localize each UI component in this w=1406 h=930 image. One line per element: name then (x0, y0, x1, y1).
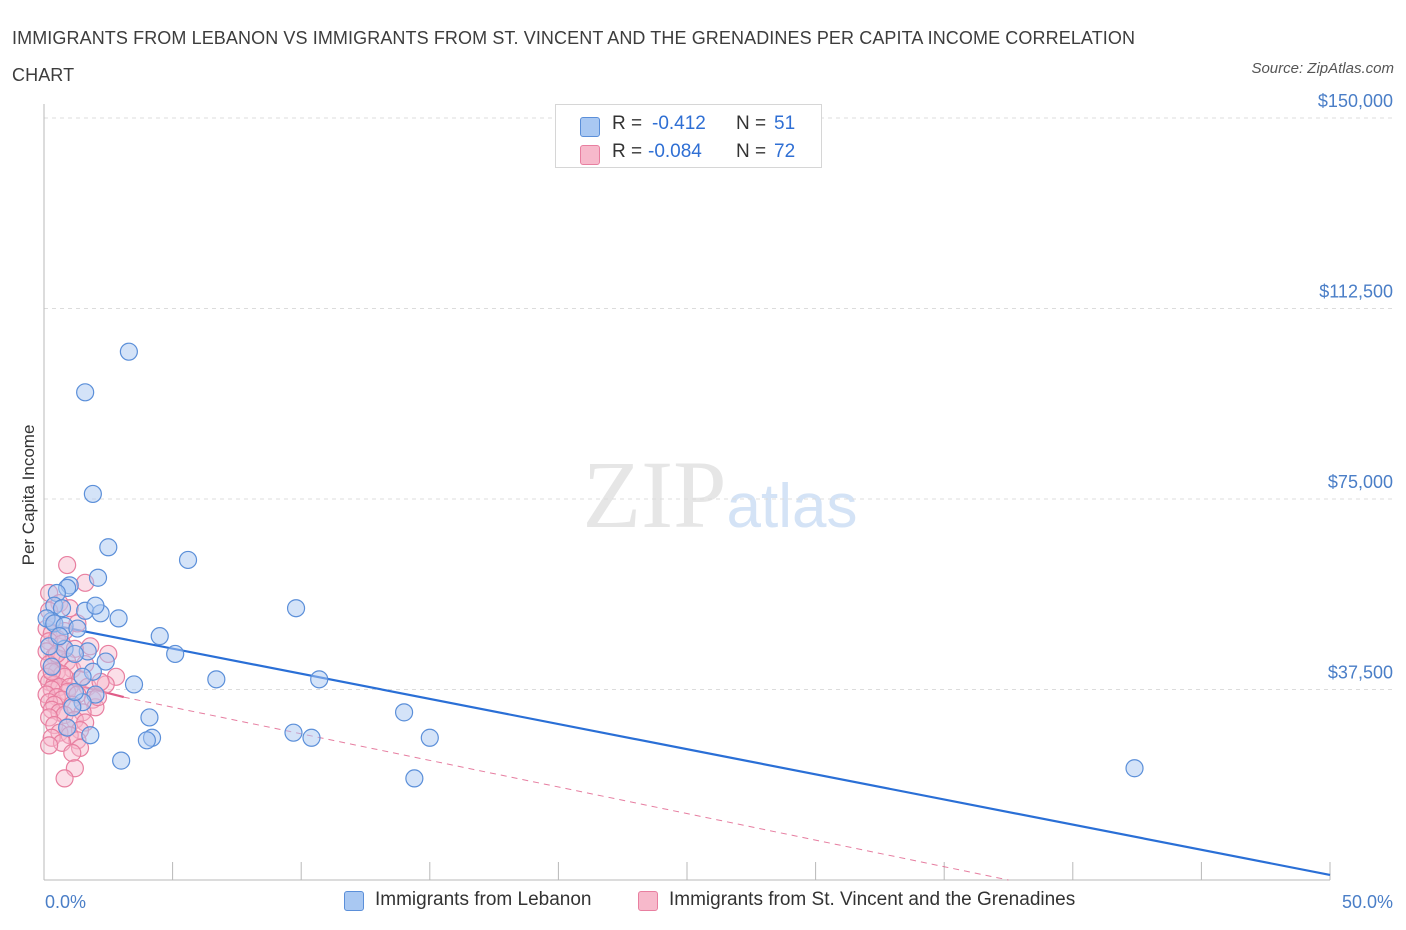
lebanon-point (42, 657, 61, 676)
st-vincent-swatch (580, 145, 600, 165)
lebanon-point (178, 550, 198, 570)
y-tick-label: $150,000 (1318, 91, 1393, 111)
lebanon-point (420, 728, 439, 747)
lebanon-point (96, 652, 115, 671)
correlation-legend: R = -0.412 N = 51 R = -0.084 N = 72 (555, 104, 822, 168)
y-tick-label: $112,500 (1319, 282, 1393, 302)
lebanon-point (150, 627, 169, 646)
st-vincent-legend-swatch (638, 891, 658, 911)
lebanon-point (394, 703, 414, 722)
lebanon-point (124, 675, 144, 694)
st-vincent-point (63, 743, 82, 763)
n-label: N = (736, 113, 767, 134)
st-vincent-legend-label: Immigrants from St. Vincent and the Gren… (669, 889, 1076, 910)
trend-lines (43, 622, 1331, 881)
y-tick-label: $37,500 (1328, 663, 1393, 683)
lebanon-point (65, 644, 84, 664)
axis-labels: $37,500 $75,000 $112,500 $150,000 0.0% 50.0% P… (19, 91, 1393, 912)
lebanon-point (52, 599, 72, 618)
st-vincent-point (40, 736, 59, 755)
lebanon-point (119, 342, 138, 361)
r-value: -0.412 (652, 113, 706, 134)
lebanon-point (99, 538, 118, 557)
watermark: ZIPatlas (583, 441, 858, 548)
lebanon-point (76, 383, 95, 402)
gridlines (44, 117, 1395, 690)
n-value: 51 (774, 113, 796, 134)
y-tick-label: $75,000 (1328, 472, 1393, 492)
lebanon-point (63, 698, 82, 717)
n-value: 72 (774, 141, 796, 162)
lebanon-point (109, 609, 128, 628)
r-label: R = (612, 141, 643, 162)
lebanon-swatch (580, 117, 600, 137)
lebanon-point (112, 751, 131, 770)
lebanon-point (207, 670, 226, 689)
chart-title: IMMIGRANTS FROM LEBANON VS IMMIGRANTS FR… (12, 28, 1136, 85)
lebanon-legend-label: Immigrants from Lebanon (375, 889, 592, 910)
lebanon-point (88, 568, 108, 587)
st-vincent-point (58, 555, 77, 575)
lebanon-point (137, 731, 156, 750)
lebanon-point (81, 726, 100, 745)
lebanon-point (284, 723, 303, 742)
x-tick-label: 50.0% (1342, 892, 1393, 912)
st-vincent-point (55, 769, 74, 788)
lebanon-point (1125, 759, 1144, 778)
lebanon-point (65, 682, 84, 702)
lebanon-point (58, 718, 77, 737)
lebanon-point (68, 619, 87, 638)
y-axis-title: Per Capita Income (19, 425, 38, 566)
lebanon-point (50, 627, 69, 646)
axes (43, 104, 1331, 881)
lebanon-point (83, 484, 102, 504)
lebanon-point (140, 708, 159, 727)
lebanon-point (86, 596, 105, 615)
lebanon-point (286, 599, 306, 618)
lebanon-legend-swatch (344, 891, 364, 911)
watermark-zip: ZIP (583, 441, 727, 548)
n-label: N = (736, 141, 767, 162)
lebanon-point (73, 667, 92, 686)
x-tick-label: 0.0% (45, 892, 86, 912)
lebanon-trend-line (43, 622, 1331, 876)
data-points (37, 342, 1144, 788)
watermark-atlas: atlas (727, 472, 858, 541)
st-vincent-trend-extension (123, 696, 1009, 881)
lebanon-point (310, 670, 329, 689)
source-label: Source: ZipAtlas.com (1251, 60, 1394, 77)
lebanon-point (302, 728, 321, 747)
lebanon-point (166, 644, 185, 664)
lebanon-point (405, 769, 424, 788)
r-value: -0.084 (648, 141, 702, 162)
r-label: R = (612, 113, 643, 134)
